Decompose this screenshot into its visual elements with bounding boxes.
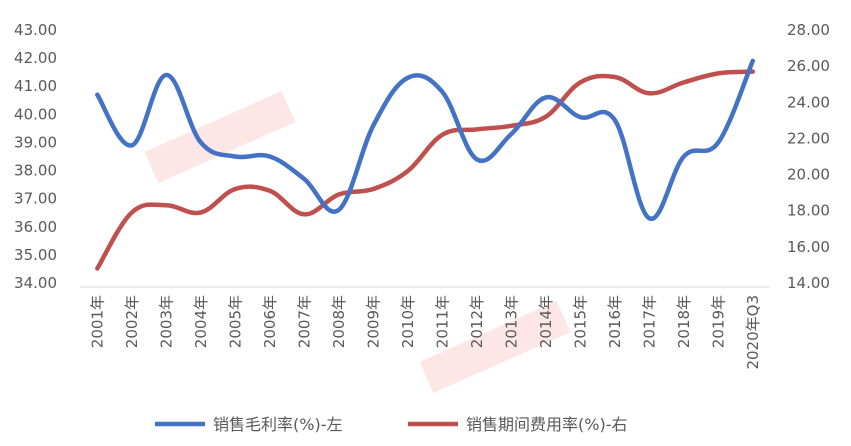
series-line-expense-ratio (95, 69, 756, 271)
x-axis: 2001年 2002年 2003年 2004年 2005年 2006年 2007年 2008年… (80, 286, 770, 370)
legend-label: 销售期间费用率(%)-右 (466, 415, 627, 434)
x-tick-label: 2003年 (157, 295, 175, 348)
x-tick-label: 2019年 (709, 295, 727, 348)
right-y-tick-label: 20.00 (787, 166, 830, 184)
x-tick-label: 2007年 (295, 295, 313, 348)
x-tick-label: 2020年Q3 (744, 295, 762, 370)
x-tick-label: 2006年 (261, 295, 279, 348)
watermark (144, 90, 571, 394)
x-tick-label: 2011年 (433, 295, 451, 348)
left-y-axis: 34.00 35.00 36.00 37.00 38.00 39.00 40.00 41.00… (14, 21, 57, 292)
left-y-tick-label: 37.00 (14, 190, 57, 208)
x-tick-label: 2004年 (192, 295, 210, 348)
x-tick-label: 2001年 (88, 295, 106, 348)
left-y-tick-label: 42.00 (14, 49, 57, 67)
x-tick-label: 2010年 (399, 295, 417, 348)
legend: 销售毛利率(%)-左 销售期间费用率(%)-右 (155, 415, 627, 434)
left-y-tick-label: 41.00 (14, 77, 57, 95)
right-y-tick-label: 22.00 (787, 129, 830, 147)
right-y-tick-label: 28.00 (787, 21, 830, 39)
left-y-tick-label: 36.00 (14, 218, 57, 236)
left-y-tick-label: 34.00 (14, 274, 57, 292)
right-y-tick-label: 24.00 (787, 93, 830, 111)
x-tick-label: 2002年 (123, 295, 141, 348)
left-y-tick-label: 38.00 (14, 162, 57, 180)
right-y-tick-label: 14.00 (787, 274, 830, 292)
right-y-tick-label: 16.00 (787, 238, 830, 256)
x-tick-label: 2012年 (468, 295, 486, 348)
x-tick-label: 2015年 (571, 295, 589, 348)
x-tick-label: 2014年 (537, 295, 555, 348)
right-y-tick-label: 18.00 (787, 202, 830, 220)
x-tick-label: 2008年 (330, 295, 348, 348)
x-tick-label: 2013年 (502, 295, 520, 348)
left-y-tick-label: 40.00 (14, 105, 57, 123)
left-y-tick-label: 39.00 (14, 133, 57, 151)
x-tick-label: 2005年 (226, 295, 244, 348)
x-tick-label: 2018年 (675, 295, 693, 348)
x-tick-label: 2017年 (640, 295, 658, 348)
left-y-tick-label: 35.00 (14, 246, 57, 264)
legend-label: 销售毛利率(%)-左 (213, 415, 342, 434)
x-tick-label: 2016年 (606, 295, 624, 348)
left-y-tick-label: 43.00 (14, 21, 57, 39)
series-layer (95, 58, 756, 271)
x-tick-label: 2009年 (364, 295, 382, 348)
right-y-axis: 14.00 16.00 18.00 20.00 22.00 24.00 26.00 28.00 (787, 21, 830, 292)
right-y-tick-label: 26.00 (787, 57, 830, 75)
